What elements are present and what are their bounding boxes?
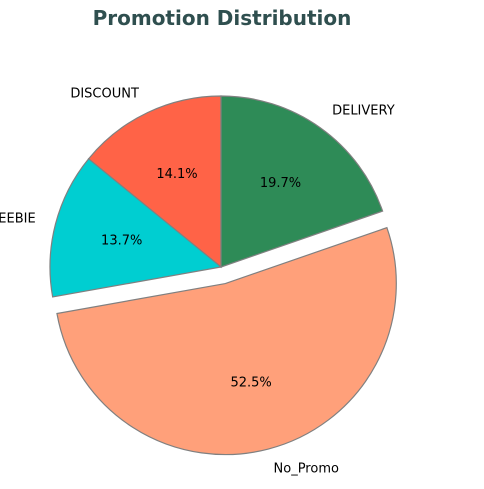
label-discount: DISCOUNT <box>70 86 139 101</box>
pct-label-delivery: 19.7% <box>260 176 301 191</box>
slice-discount <box>87 95 222 269</box>
slice-freebie <box>49 157 223 298</box>
slice-no-promo <box>56 226 397 456</box>
chart-title: Promotion Distribution <box>92 6 352 30</box>
pct-label-freebie: 13.7% <box>101 234 142 249</box>
pie-labels: DISCOUNT 14.1% FREEBIE 13.7% No_Promo 52.5% DE… <box>0 86 395 476</box>
pct-label-no-promo: 52.5% <box>230 375 271 390</box>
label-delivery: DELIVERY <box>332 104 395 119</box>
pct-label-discount: 14.1% <box>156 167 197 182</box>
slice-delivery <box>220 95 384 268</box>
pie-slices <box>49 95 397 456</box>
label-freebie: FREEBIE <box>0 211 36 226</box>
label-no-promo: No_Promo <box>274 461 339 476</box>
